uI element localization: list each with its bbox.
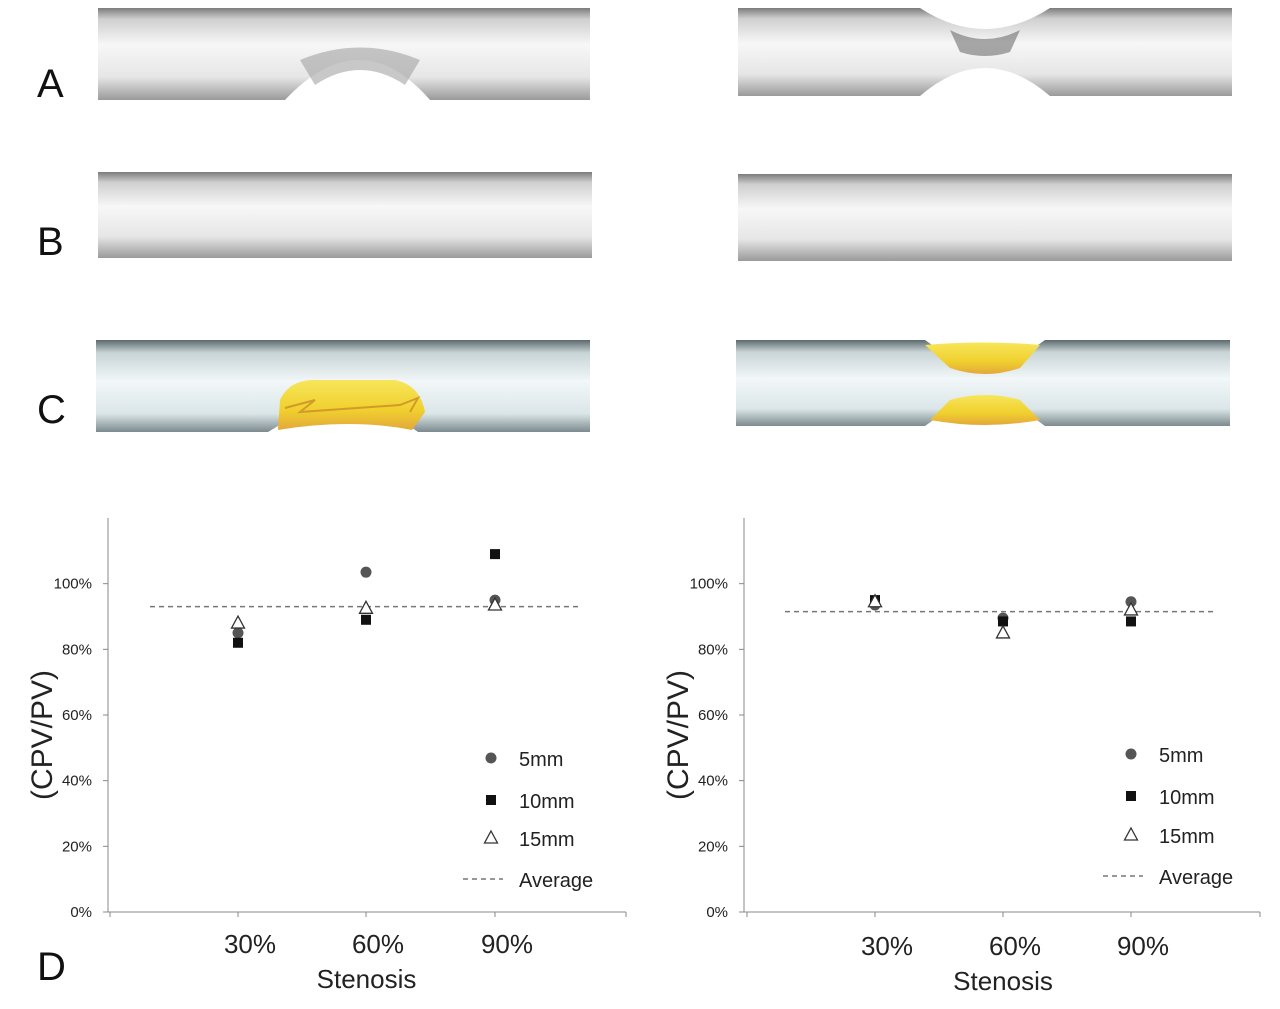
y-tick-label: 80%: [62, 641, 92, 658]
data-point-square: [1126, 616, 1136, 627]
y-tick-label: 40%: [62, 773, 92, 790]
y-tick-label: 0%: [70, 904, 92, 921]
panel-label-c: C: [37, 388, 66, 432]
vessel-a-severe-stenosis: [738, 8, 1232, 96]
data-point-square: [998, 616, 1008, 627]
y-tick-label: 20%: [698, 838, 728, 855]
x-axis-title: Stenosis: [953, 966, 1053, 996]
legend-marker-triangle: [1123, 826, 1139, 841]
vessel-renderings: [96, 8, 1232, 432]
x-tick-label: 90%: [481, 929, 533, 959]
x-tick-label: 30%: [861, 931, 913, 961]
data-point-square: [233, 637, 243, 648]
data-point-circle: [360, 566, 372, 578]
legend-label-average: Average: [519, 870, 593, 892]
data-point-triangle: [995, 624, 1011, 639]
legend-label: 10mm: [1159, 787, 1215, 809]
y-axis-title: (CPV/PV): [26, 670, 59, 800]
plaque-c-left: [278, 379, 425, 430]
data-point-triangle: [358, 599, 374, 614]
data-point-triangle: [230, 614, 246, 629]
legend-marker-circle: [1125, 748, 1137, 760]
y-tick-label: 20%: [62, 838, 92, 855]
y-tick-label: 100%: [690, 576, 728, 593]
scatter-chart-right: 0% 20% 40% 60% 80% 100% 30% 60% 90% Stenosis (CPV/…: [662, 518, 1261, 996]
y-tick-label: 100%: [54, 576, 92, 593]
vessel-c-right-with-plaque: [736, 340, 1230, 426]
legend-label: 10mm: [519, 791, 575, 813]
scatter-chart-left: 0% 20% 40% 60% 80% 100% 30% 60% 90% Stenosis (CPV/…: [26, 518, 627, 994]
x-tick-label: 60%: [989, 931, 1041, 961]
x-tick-label: 30%: [224, 929, 276, 959]
vessel-c-left-with-plaque: [96, 340, 590, 432]
legend-label: 15mm: [519, 829, 575, 851]
vessel-b-left: [98, 172, 592, 258]
panel-label-a: A: [37, 62, 64, 106]
legend-marker-circle: [485, 752, 497, 764]
y-tick-label: 40%: [698, 773, 728, 790]
x-tick-label: 90%: [1117, 931, 1169, 961]
x-tick-label: 60%: [352, 929, 404, 959]
data-point-triangle: [867, 593, 883, 608]
y-tick-label: 0%: [706, 904, 728, 921]
plaque-c-right-top: [925, 342, 1040, 374]
plaque-c-right-bottom: [930, 395, 1040, 425]
data-point-triangle: [1123, 601, 1139, 616]
panel-label-d: D: [37, 945, 66, 989]
y-tick-label: 80%: [698, 641, 728, 658]
legend-marker-triangle: [483, 829, 499, 844]
data-point-square: [361, 614, 371, 625]
legend-label: 5mm: [1159, 745, 1203, 767]
legend-marker-square: [486, 795, 496, 805]
y-tick-label: 60%: [62, 707, 92, 724]
data-point-square: [490, 549, 500, 560]
x-axis-title: Stenosis: [317, 964, 417, 994]
vessel-a-mild-stenosis: [98, 8, 590, 100]
legend-label-average: Average: [1159, 867, 1233, 889]
panel-label-b: B: [37, 220, 64, 264]
data-point-triangle: [487, 596, 503, 611]
data-point-circle: [232, 627, 244, 639]
y-axis-title: (CPV/PV): [662, 670, 695, 800]
legend-marker-square: [1126, 791, 1136, 801]
y-tick-label: 60%: [698, 707, 728, 724]
legend-label: 5mm: [519, 749, 563, 771]
legend-label: 15mm: [1159, 826, 1215, 848]
vessel-b-right: [738, 174, 1232, 261]
